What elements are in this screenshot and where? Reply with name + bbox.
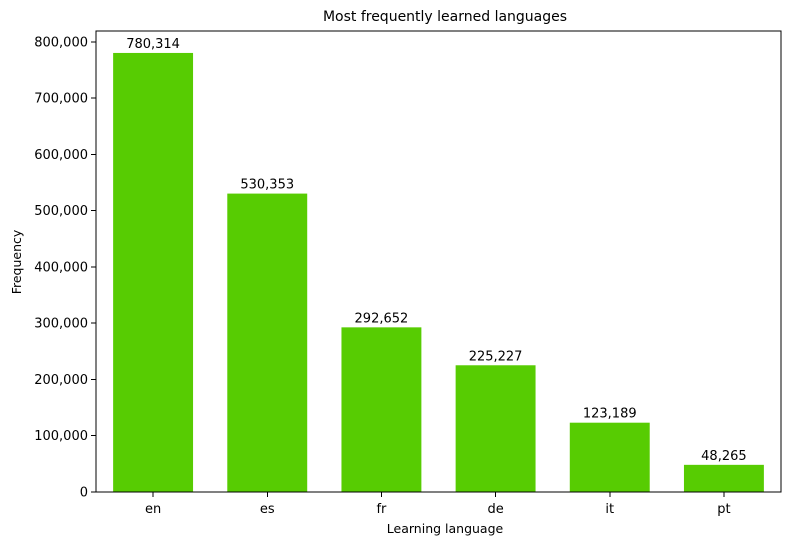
- bar-pt: [683, 464, 764, 492]
- y-tick-label-0: 0: [80, 486, 88, 501]
- plot-frame: [95, 30, 782, 493]
- data-label-fr: 292,652: [355, 311, 409, 326]
- y-tick-label-1: 100,000: [34, 429, 88, 444]
- x-tick-label-en: en: [145, 502, 161, 517]
- data-label-it: 123,189: [583, 407, 637, 422]
- data-label-en: 780,314: [126, 37, 180, 52]
- bar-it: [569, 422, 650, 492]
- bars-layer: [113, 52, 764, 492]
- bar-fr: [341, 327, 422, 492]
- x-axis-label: Learning language: [387, 521, 504, 536]
- data-labels-layer: 780,314 530,353 292,652 225,227 123,189 48,26…: [126, 37, 746, 464]
- x-tick-label-es: es: [260, 502, 275, 517]
- data-label-de: 225,227: [469, 349, 523, 364]
- y-axis: 0 100,000 200,000 300,000 400,000 500,000 600,…: [34, 35, 96, 501]
- chart-title: Most frequently learned languages: [323, 9, 567, 25]
- y-tick-label-6: 600,000: [34, 148, 88, 163]
- y-tick-label-8: 800,000: [34, 35, 88, 50]
- x-tick-label-de: de: [487, 502, 503, 517]
- bar-es: [227, 193, 308, 492]
- bar-en: [113, 52, 194, 492]
- x-axis: en es fr de it pt: [145, 492, 731, 517]
- x-tick-label-pt: pt: [717, 502, 730, 517]
- y-tick-label-5: 500,000: [34, 204, 88, 219]
- bar-de: [455, 365, 536, 492]
- data-label-es: 530,353: [240, 178, 294, 193]
- x-tick-label-it: it: [605, 502, 614, 517]
- y-tick-label-2: 200,000: [34, 373, 88, 388]
- x-tick-label-fr: fr: [376, 502, 387, 517]
- y-tick-label-4: 400,000: [34, 260, 88, 275]
- data-label-pt: 48,265: [701, 449, 747, 464]
- y-tick-label-7: 700,000: [34, 92, 88, 107]
- y-axis-label: Frequency: [9, 229, 24, 294]
- y-tick-label-3: 300,000: [34, 317, 88, 332]
